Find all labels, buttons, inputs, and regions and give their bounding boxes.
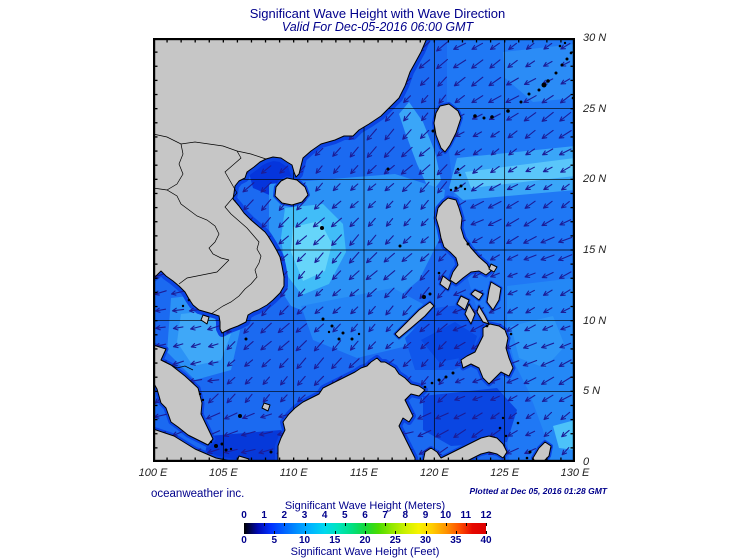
y-axis-label: 30 N [583,32,607,44]
colorbar-meters-tickmark [284,523,286,526]
colorbar-meters-tick: 4 [321,510,328,521]
y-axis-label: 20 N [583,173,607,186]
x-axis-label: 125 E [490,467,520,479]
colorbar-meters-tick: 11 [460,510,472,521]
x-axis-label: 105 E [208,467,238,479]
colorbar-feet-tick: 25 [389,535,401,546]
x-axis-label: 115 E [350,467,378,479]
x-axis-label: 110 E [279,467,308,479]
colorbar-feet-tickmark [395,531,397,534]
colorbar-meters-tickmark [405,523,407,526]
colorbar-meters-tickmark [486,523,487,526]
y-axis-label: 15 N [583,244,607,256]
colorbar-meters-tick: 5 [342,510,348,521]
colorbar-feet-tick: 15 [329,535,341,546]
small-islands [181,41,575,460]
colorbar-feet-tick: 35 [450,535,462,546]
colorbar-feet-tickmark [425,531,427,534]
y-axis-label: 25 N [583,102,607,115]
wave-height-colorbar [244,523,486,534]
x-axis-label: 120 E [419,467,449,479]
land-catanduanes [488,263,498,273]
colorbar-feet-tick: 0 [241,535,247,546]
colorbar-meters-tickmark [264,523,266,526]
colorbar-meters-tickmark [304,523,306,526]
colorbar-meters-tick: 7 [382,510,388,521]
map-frame [152,37,576,463]
colorbar-feet-tick: 20 [359,535,371,546]
plotted-timestamp: Plotted at Dec 05, 2016 01:28 GMT [469,486,607,496]
colorbar-feet-tick: 40 [480,535,492,546]
x-axis-label: 130 E [560,467,590,479]
y-axis-label: 10 N [583,314,607,327]
y-axis-label: 0 [583,456,590,468]
colorbar-feet-tickmark [365,531,366,534]
colorbar-feet-tickmark [455,531,457,534]
colorbar-meters-tickmark [324,523,326,526]
land-natuna [261,402,271,412]
colorbar-feet-tickmark [244,531,245,534]
colorbar-meters-tickmark [445,523,447,526]
land-phu-quoc [200,314,210,325]
colorbar-meters-tickmark [425,523,427,526]
colorbar-feet-label: Significant Wave Height (Feet) [290,546,440,558]
wave-height-map [152,37,576,463]
colorbar-meters-tickmark [344,523,346,526]
colorbar-feet-tickmark [486,531,487,534]
colorbar-meters-tick: 8 [402,510,409,521]
colorbar-feet-tickmark [274,531,276,534]
colorbar-meters-tick: 2 [281,510,288,521]
colorbar-meters-tick: 10 [440,510,452,521]
colorbar-meters-tick: 9 [422,510,429,521]
valid-time-subtitle: Valid For Dec-05-2016 06:00 GMT [281,20,474,34]
colorbar-meters-label: Significant Wave Height (Meters) [284,500,446,512]
colorbar-meters-tick: 1 [261,510,267,521]
x-axis-label: 100 E [138,467,168,479]
colorbar-meters-tickmark [365,523,366,526]
colorbar-meters-tick: 12 [480,510,492,521]
colorbar-meters-tick: 0 [241,510,247,521]
colorbar-meters-tickmark [465,523,467,526]
colorbar-meters-tick: 3 [301,510,308,521]
colorbar-meters-tick: 6 [362,510,368,521]
country-borders [152,133,267,371]
colorbar-feet-tick: 10 [298,535,311,546]
colorbar-feet-tick: 5 [271,535,278,546]
map-area [152,37,576,463]
y-axis-label: 5 N [583,385,601,398]
oceanweather-credit: oceanweather inc. [151,488,245,500]
colorbar-feet-tick: 30 [419,535,432,546]
page-title: Significant Wave Height with Wave Direct… [249,6,506,21]
colorbar-meters-tickmark [385,523,387,526]
colorbar-feet-tickmark [334,531,336,534]
colorbar-feet-tickmark [304,531,306,534]
colorbar-meters-tickmark [244,523,245,526]
